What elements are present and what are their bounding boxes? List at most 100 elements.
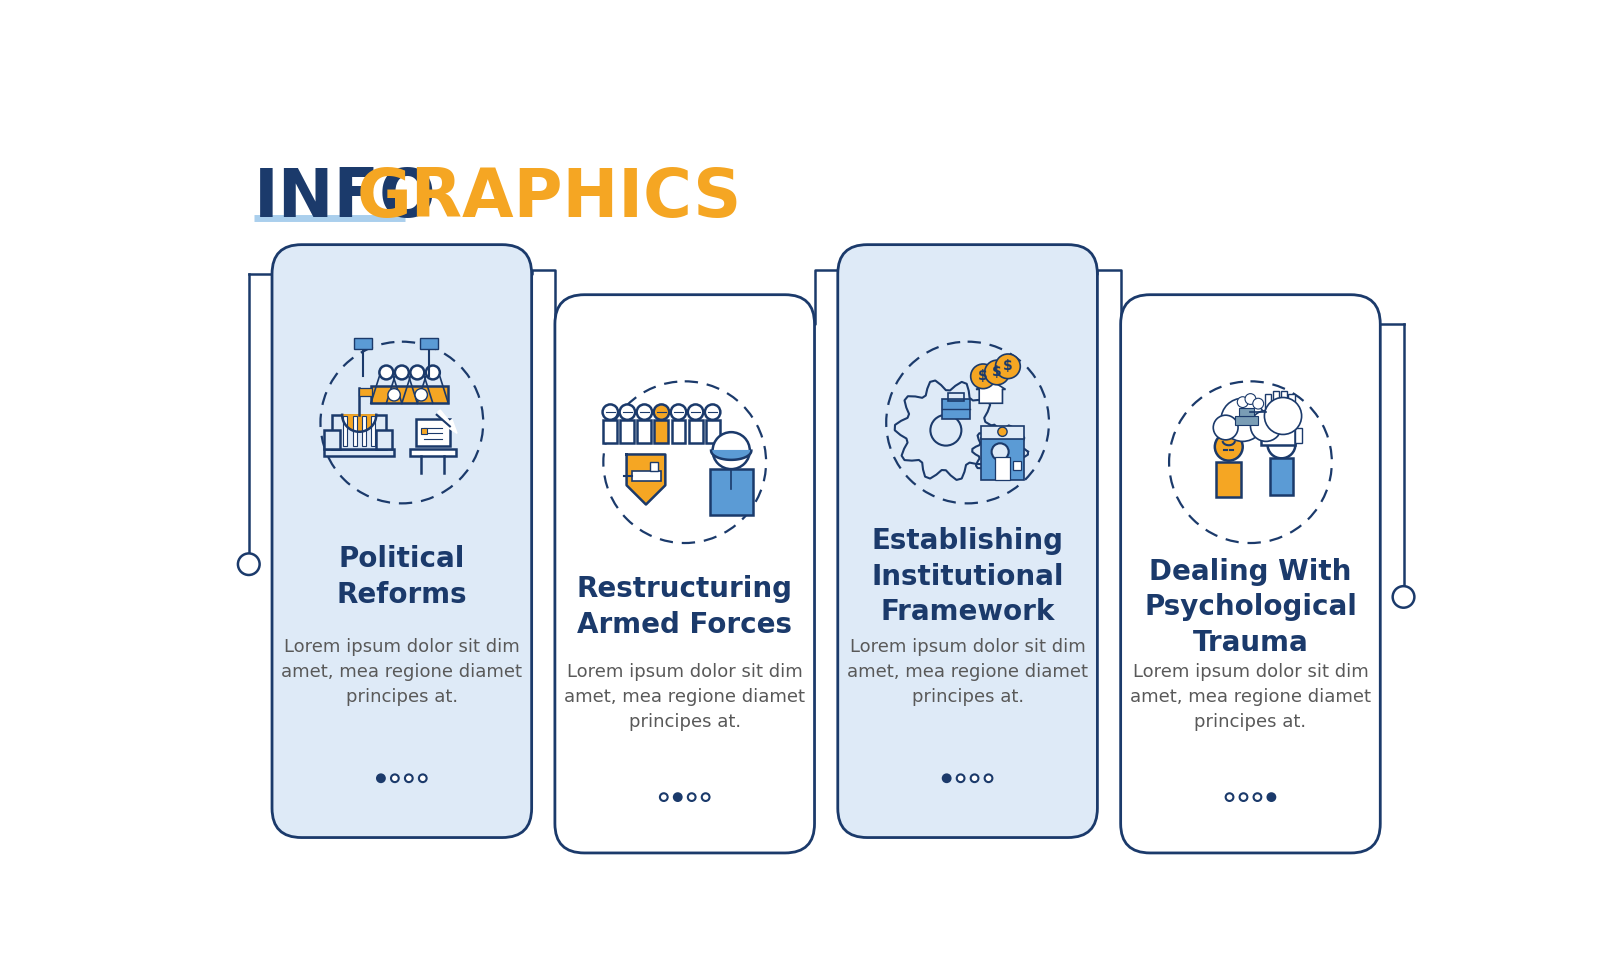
Polygon shape xyxy=(711,451,751,460)
Bar xyxy=(688,419,703,443)
Circle shape xyxy=(985,774,993,782)
Bar xyxy=(706,419,719,443)
Circle shape xyxy=(688,405,703,419)
FancyArrow shape xyxy=(438,410,458,433)
Circle shape xyxy=(958,774,964,782)
Bar xyxy=(324,430,340,450)
Circle shape xyxy=(1220,398,1264,441)
Circle shape xyxy=(1214,416,1238,440)
Circle shape xyxy=(996,354,1020,378)
Circle shape xyxy=(671,405,687,419)
Bar xyxy=(421,428,427,434)
Circle shape xyxy=(1267,430,1296,459)
Polygon shape xyxy=(895,380,998,480)
Bar xyxy=(632,471,661,480)
Bar xyxy=(948,393,964,401)
FancyBboxPatch shape xyxy=(838,245,1098,838)
Text: Restructuring
Armed Forces: Restructuring Armed Forces xyxy=(577,575,793,639)
Text: INFO: INFO xyxy=(255,166,437,231)
Text: $: $ xyxy=(991,366,1003,379)
Circle shape xyxy=(688,793,695,801)
Text: Establishing
Institutional
Framework: Establishing Institutional Framework xyxy=(872,527,1064,626)
Text: Lorem ipsum dolor sit dim
amet, mea regione diamet
principes at.: Lorem ipsum dolor sit dim amet, mea regi… xyxy=(564,662,806,731)
Bar xyxy=(332,415,387,450)
Circle shape xyxy=(1240,793,1248,801)
Bar xyxy=(637,419,651,443)
Circle shape xyxy=(991,443,1009,461)
Bar xyxy=(1014,461,1020,470)
Bar xyxy=(324,450,393,456)
Circle shape xyxy=(943,774,951,782)
Circle shape xyxy=(239,554,260,575)
Circle shape xyxy=(701,793,709,801)
Bar xyxy=(621,419,635,443)
Bar xyxy=(409,450,456,456)
Polygon shape xyxy=(342,415,376,432)
Bar xyxy=(941,400,970,419)
Bar xyxy=(353,416,356,446)
FancyBboxPatch shape xyxy=(555,295,814,853)
Polygon shape xyxy=(972,424,1028,479)
FancyArrow shape xyxy=(977,380,1006,404)
Circle shape xyxy=(1264,398,1301,434)
Circle shape xyxy=(970,364,996,389)
Circle shape xyxy=(392,774,398,782)
Circle shape xyxy=(637,405,653,419)
Text: Dealing With
Psychological
Trauma: Dealing With Psychological Trauma xyxy=(1145,558,1357,657)
FancyBboxPatch shape xyxy=(272,245,532,838)
Bar xyxy=(376,430,392,450)
Bar xyxy=(419,338,438,349)
Bar xyxy=(709,469,753,515)
Bar xyxy=(980,426,1024,439)
Bar xyxy=(353,338,372,349)
Polygon shape xyxy=(627,455,666,505)
Circle shape xyxy=(603,405,617,419)
Circle shape xyxy=(970,774,978,782)
Circle shape xyxy=(704,405,721,419)
Circle shape xyxy=(659,793,667,801)
Bar xyxy=(371,386,448,404)
FancyBboxPatch shape xyxy=(1120,295,1380,853)
Bar xyxy=(980,438,1024,480)
Text: Lorem ipsum dolor sit dim
amet, mea regione diamet
principes at.: Lorem ipsum dolor sit dim amet, mea regi… xyxy=(282,638,522,706)
Circle shape xyxy=(985,361,1009,385)
Text: $: $ xyxy=(978,369,988,383)
Bar xyxy=(1217,463,1241,497)
Circle shape xyxy=(1253,398,1264,409)
Bar xyxy=(359,388,372,396)
Bar xyxy=(371,416,376,446)
Circle shape xyxy=(405,774,413,782)
Circle shape xyxy=(395,366,409,379)
Bar xyxy=(995,458,1011,480)
Circle shape xyxy=(388,389,400,401)
Circle shape xyxy=(1251,411,1282,441)
Bar xyxy=(1235,416,1259,425)
Bar xyxy=(343,416,347,446)
Circle shape xyxy=(1267,793,1275,801)
Bar xyxy=(1270,459,1293,495)
Bar xyxy=(416,418,450,446)
Circle shape xyxy=(426,366,440,379)
Bar xyxy=(1294,427,1302,443)
Circle shape xyxy=(419,774,427,782)
Circle shape xyxy=(377,774,385,782)
Circle shape xyxy=(998,427,1008,436)
Bar xyxy=(654,419,669,443)
Circle shape xyxy=(674,793,682,801)
Circle shape xyxy=(619,405,635,419)
Circle shape xyxy=(379,366,393,379)
Text: $: $ xyxy=(1003,360,1012,373)
Text: GRAPHICS: GRAPHICS xyxy=(356,166,742,231)
Text: Lorem ipsum dolor sit dim
amet, mea regione diamet
principes at.: Lorem ipsum dolor sit dim amet, mea regi… xyxy=(1130,662,1370,731)
Circle shape xyxy=(654,405,669,419)
Circle shape xyxy=(1244,394,1256,405)
Bar xyxy=(1261,423,1294,445)
Circle shape xyxy=(1254,793,1261,801)
Bar xyxy=(603,419,617,443)
Bar xyxy=(1280,391,1286,423)
Circle shape xyxy=(1238,397,1248,408)
Circle shape xyxy=(1225,793,1233,801)
Circle shape xyxy=(1215,433,1243,461)
Circle shape xyxy=(414,389,427,401)
Circle shape xyxy=(930,415,961,446)
